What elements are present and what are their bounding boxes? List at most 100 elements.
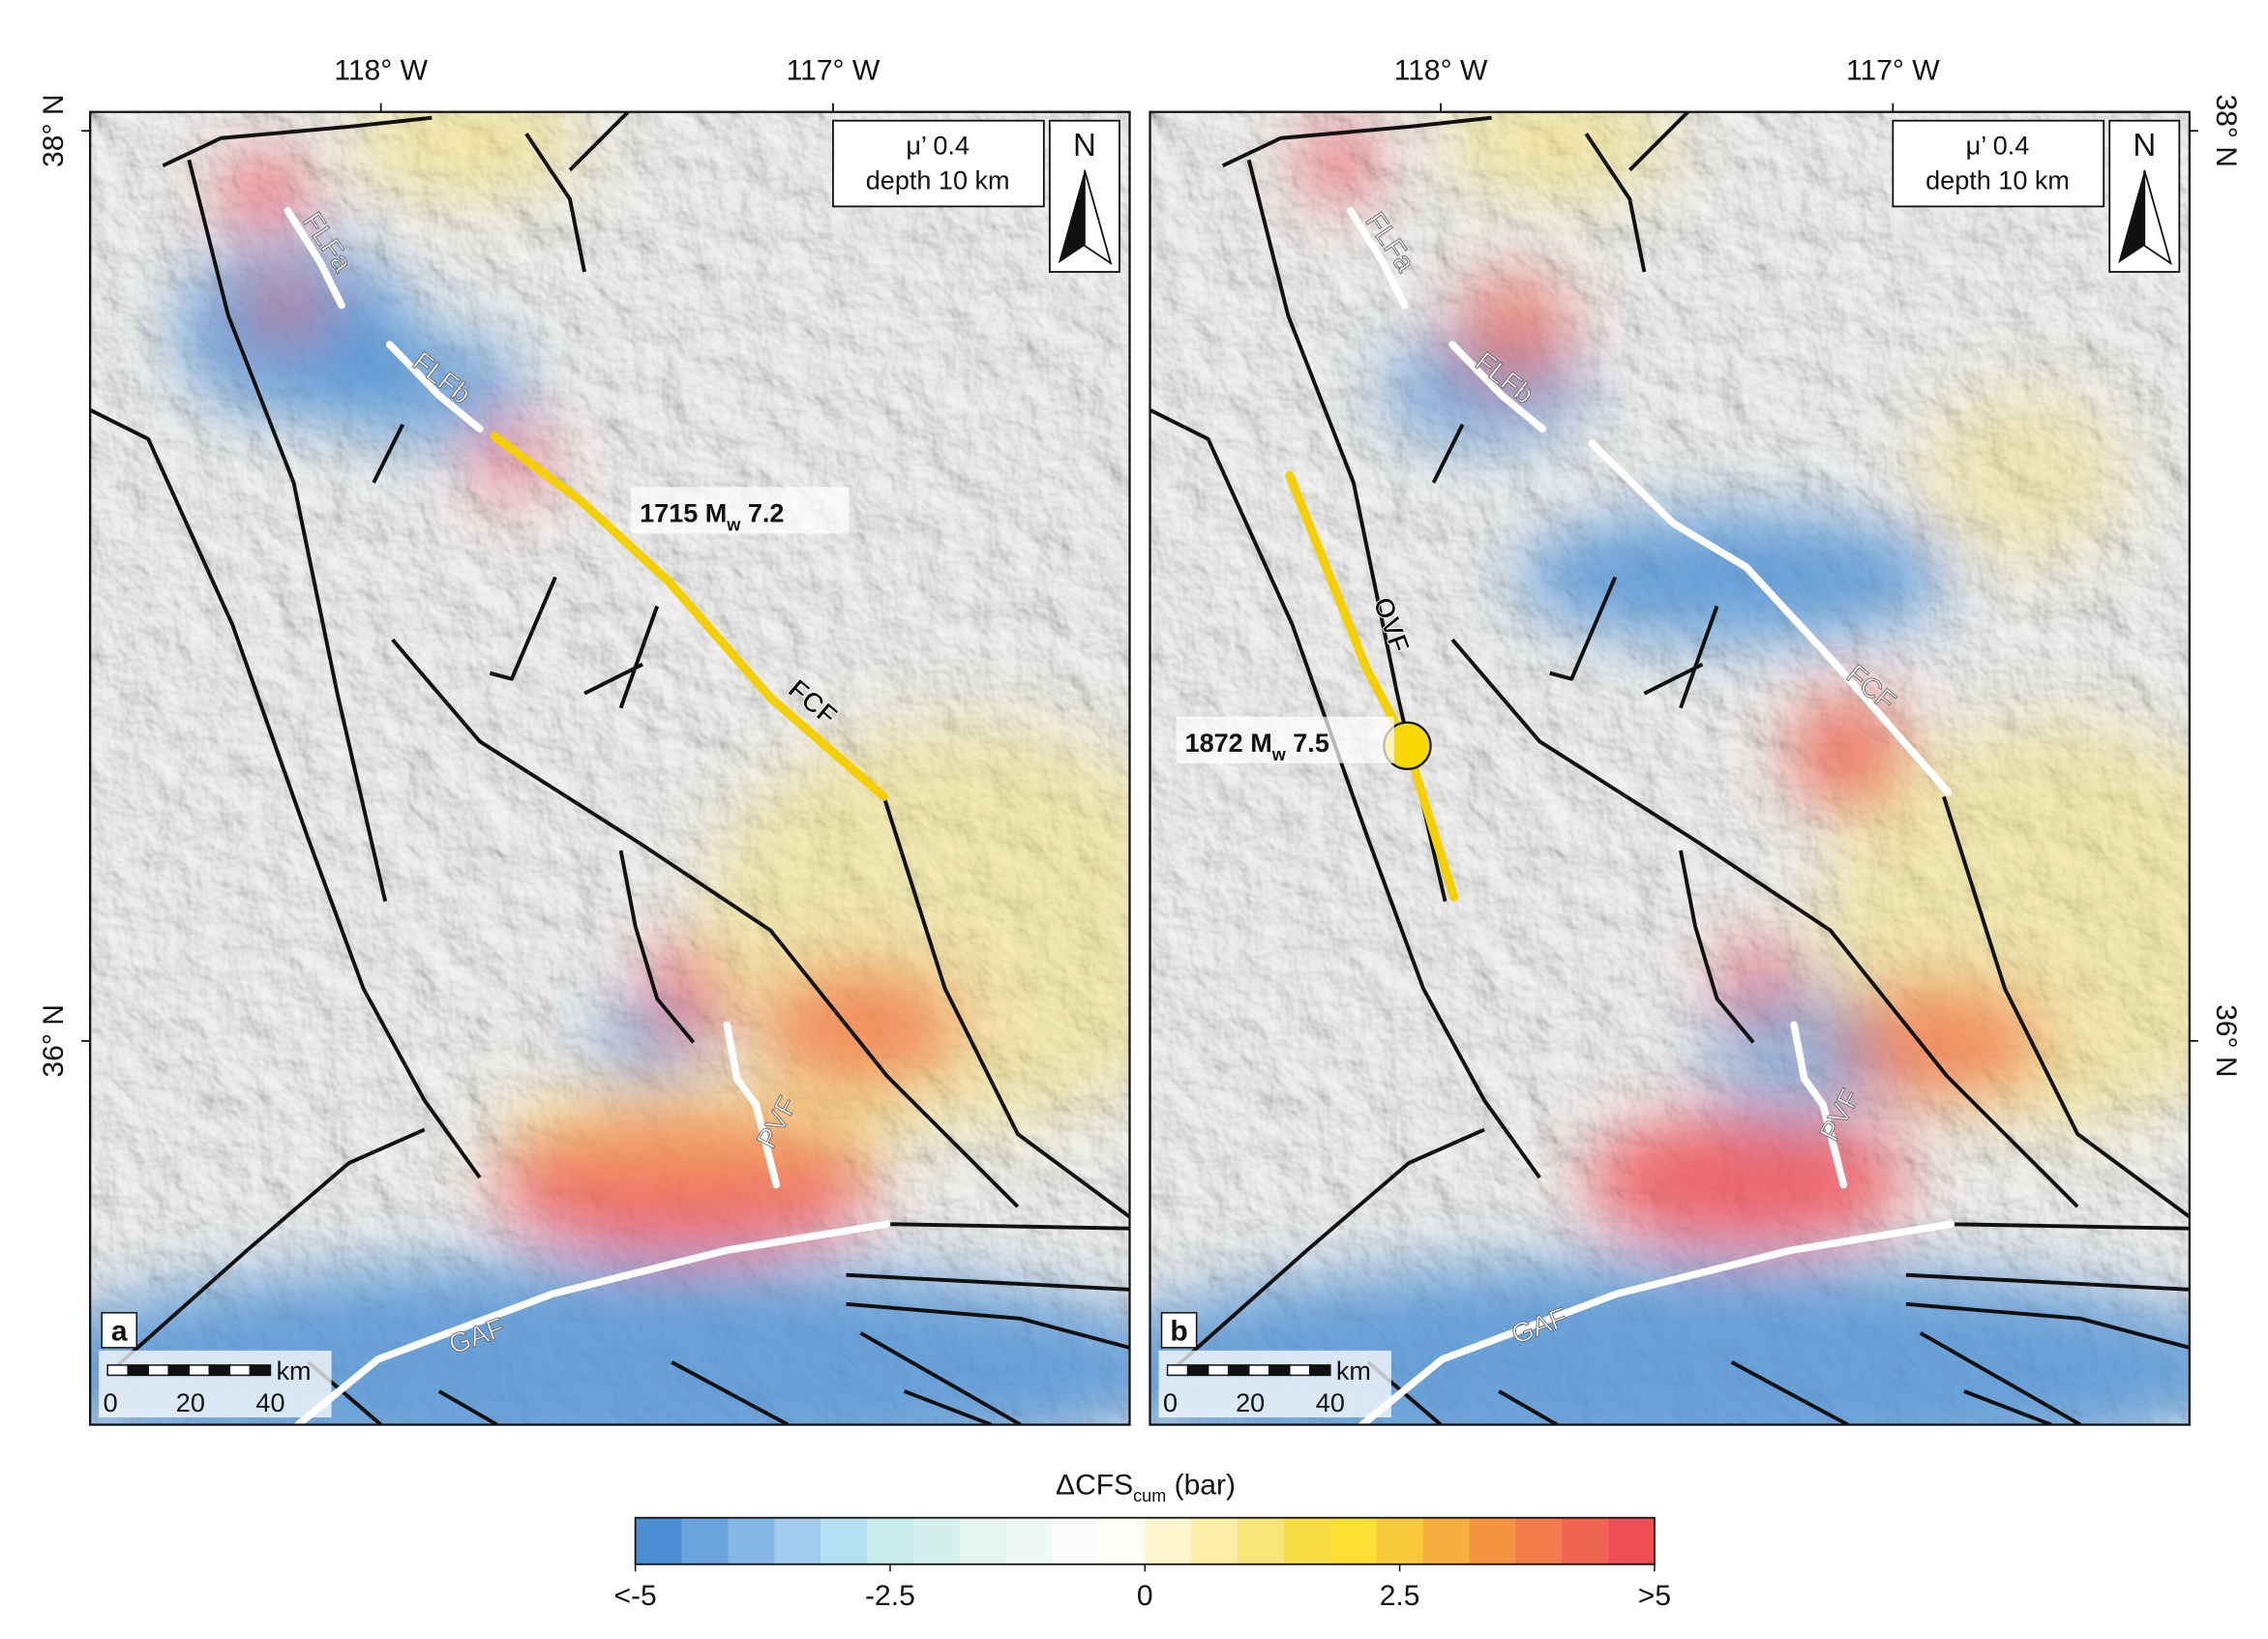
colorbar-bin <box>1469 1517 1517 1564</box>
panel-letter: a <box>111 1315 128 1347</box>
fault-trace <box>1627 111 1689 172</box>
stress-lobe <box>584 998 701 1087</box>
panel-letter: b <box>1170 1315 1187 1347</box>
longitude-label: 117° W <box>1846 55 1940 87</box>
north-label: N <box>2133 128 2156 164</box>
colorbar-tick-label: 2.5 <box>1380 1580 1420 1612</box>
colorbar-bin <box>1052 1517 1100 1564</box>
colorbar-title: ΔCFScum (bar) <box>1056 1470 1236 1506</box>
scale-segment <box>249 1364 272 1377</box>
stress-lobe <box>322 330 526 447</box>
colorbar-title-sub: cum <box>1133 1486 1166 1505</box>
scale-segment <box>106 1364 129 1377</box>
stress-lobe <box>1789 693 1906 810</box>
latitude-label: 38° N <box>2210 94 2242 166</box>
colorbar-bin <box>1238 1517 1285 1564</box>
stress-lobe <box>496 1078 905 1181</box>
fault-trace <box>1498 1389 1559 1425</box>
event-subscript: w <box>726 515 741 534</box>
param-text: μ’ 0.4 <box>1966 131 2030 160</box>
colorbar-title-main: ΔCFS <box>1056 1470 1133 1502</box>
scale-segment <box>208 1364 231 1377</box>
scale-tick: 0 <box>104 1388 118 1417</box>
colorbar-bin <box>912 1517 961 1564</box>
fault-trace <box>1221 115 1492 168</box>
fault-trace <box>1549 576 1618 681</box>
ruptured-fault <box>1790 1021 1848 1189</box>
scale-unit: km <box>276 1356 311 1386</box>
north-arrow <box>2143 169 2172 266</box>
event-magnitude: 7.2 <box>740 498 784 527</box>
colorbar-bin <box>1283 1517 1331 1564</box>
event-label-bg <box>1176 716 1394 763</box>
scale-tick: 0 <box>1163 1388 1178 1417</box>
ruptured-fault <box>1588 439 1953 796</box>
colorbar-bin <box>1145 1517 1192 1564</box>
north-arrow <box>1084 169 1113 266</box>
fault-trace <box>372 423 404 484</box>
scale-segment <box>1186 1364 1209 1377</box>
colorbar-bin <box>959 1517 1007 1564</box>
stress-lobe <box>701 722 1130 1130</box>
event-label: 1715 Mw 7.2 <box>640 498 784 534</box>
north-arrow <box>1058 169 1085 263</box>
param-text: μ’ 0.4 <box>906 131 970 160</box>
colorbar-bin <box>1005 1517 1054 1564</box>
fault-trace <box>1946 1222 2190 1231</box>
fault-trace <box>1963 1389 2052 1425</box>
stress-lobe <box>1441 111 1674 199</box>
event-label: 1872 Mw 7.5 <box>1185 729 1329 764</box>
scale-segment <box>1268 1364 1291 1377</box>
event-label-bg <box>631 487 850 534</box>
ruptured-fault <box>294 1220 891 1425</box>
stress-lobe <box>1455 271 1572 389</box>
latitude-label: 38° N <box>38 94 70 166</box>
stress-lobe <box>351 111 584 199</box>
stress-lobe <box>242 279 331 332</box>
ruptured-fault <box>385 341 484 433</box>
scale-bg <box>1158 1350 1391 1418</box>
scale-tick: 20 <box>1236 1388 1265 1417</box>
event-year: 1715 M <box>640 498 727 527</box>
fault-trace <box>1919 1331 2082 1425</box>
colorbar-bin <box>1515 1517 1563 1564</box>
latitude-label: 36° N <box>2210 1004 2242 1077</box>
longitude-label: 118° W <box>1394 55 1488 87</box>
stress-lobe <box>1702 984 1877 1130</box>
colorbar-bin <box>1376 1517 1424 1564</box>
scale-segment <box>1166 1364 1189 1377</box>
colorbar-tick-label: >5 <box>1638 1580 1671 1612</box>
scale-segment <box>167 1364 191 1377</box>
colorbar-bin <box>821 1517 868 1564</box>
fault-trace <box>391 638 1020 1208</box>
scale-segment <box>1247 1364 1270 1377</box>
panel-letter-box <box>1160 1312 1198 1349</box>
fault-trace <box>1942 795 2190 1219</box>
fault-trace <box>90 407 482 1179</box>
fault-trace <box>846 1272 1130 1292</box>
fault-trace <box>618 849 696 1044</box>
event-magnitude: 7.5 <box>1286 729 1329 758</box>
scale-tick: 20 <box>176 1388 205 1417</box>
colorbar-bin <box>1329 1517 1378 1564</box>
fault-trace <box>881 795 1130 1219</box>
scale-segment <box>188 1364 211 1377</box>
scale-segment <box>1309 1364 1331 1377</box>
params-box <box>1892 119 2105 208</box>
ruptured-fault <box>1448 341 1546 433</box>
fault-trace <box>1450 638 2079 1208</box>
colorbar-bin <box>1098 1517 1147 1564</box>
fault-trace <box>1175 1127 1485 1368</box>
fault-label: OVF <box>1366 593 1415 657</box>
scale-segment <box>1227 1364 1250 1377</box>
params-box <box>832 119 1045 208</box>
stress-lobe <box>475 424 549 497</box>
event-year: 1872 M <box>1185 729 1272 758</box>
fault-trace <box>618 605 659 709</box>
ruptured-fault <box>1347 207 1409 310</box>
ruptured-fault <box>723 1021 781 1189</box>
stress-lobe <box>1586 1115 1906 1246</box>
fault-trace <box>859 1331 1022 1425</box>
